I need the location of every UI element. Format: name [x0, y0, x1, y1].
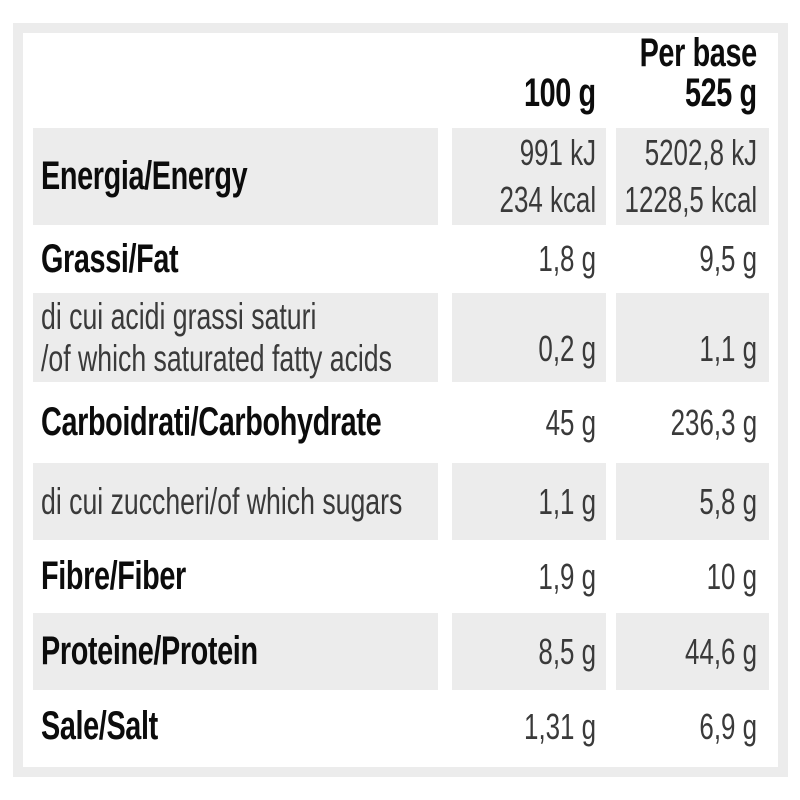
- header-row: 100 g Per base 525 g: [33, 33, 770, 128]
- saturated-fat-100g: 0,2 g: [538, 328, 596, 369]
- value-per-base-cell: 5202,8 kJ 1228,5 kcal: [616, 128, 769, 225]
- protein-100g: 8,5 g: [538, 630, 596, 672]
- row-fat: Grassi/Fat 1,8 g 9,5 g: [33, 225, 770, 293]
- value-per-base-cell: 9,5 g: [616, 225, 769, 293]
- fiber-base: 10 g: [706, 555, 757, 597]
- row-carbohydrate: Carboidrati/Carbohydrate 45 g 236,3 g: [33, 382, 770, 463]
- nutrient-label-cell: Fibre/Fiber: [33, 540, 438, 613]
- row-protein: Proteine/Protein 8,5 g 44,6 g: [33, 613, 770, 690]
- row-energy: Energia/Energy 991 kJ 234 kcal 5202,8 kJ…: [33, 128, 770, 225]
- sugars-base: 5,8 g: [699, 480, 757, 522]
- fat-base: 9,5 g: [699, 238, 757, 279]
- sugars-100g: 1,1 g: [538, 480, 596, 522]
- column-header-525g: 525 g: [685, 71, 757, 115]
- value-100g-cell: 45 g: [452, 382, 606, 463]
- fat-100g: 1,8 g: [538, 238, 596, 279]
- nutrient-label: Proteine/Protein: [41, 629, 258, 673]
- energy-kj-100g: 991 kJ: [519, 132, 596, 174]
- value-per-base-cell: 236,3 g: [616, 382, 769, 463]
- carbohydrate-base: 236,3 g: [670, 401, 757, 443]
- nutrient-label-cell: Grassi/Fat: [33, 225, 438, 293]
- energy-kcal-100g: 234 kcal: [499, 178, 596, 220]
- nutrient-label: Fibre/Fiber: [41, 554, 186, 598]
- nutrient-label-cell: Carboidrati/Carbohydrate: [33, 382, 438, 463]
- nutrient-label-cell: Sale/Salt: [33, 690, 438, 763]
- nutrient-sublabel: di cui zuccheri/of which sugars: [41, 480, 403, 522]
- column-header-100g: 100 g: [524, 71, 596, 115]
- saturated-fat-base: 1,1 g: [699, 328, 757, 369]
- value-100g-cell: 991 kJ 234 kcal: [452, 128, 606, 225]
- nutrient-sublabel-line1: di cui acidi grassi saturi: [41, 295, 317, 337]
- energy-kcal-base: 1228,5 kcal: [624, 178, 757, 220]
- value-100g-cell: 1,8 g: [452, 225, 606, 293]
- carbohydrate-100g: 45 g: [545, 401, 596, 443]
- energy-kj-base: 5202,8 kJ: [644, 132, 757, 174]
- value-per-base-cell: 44,6 g: [616, 613, 769, 690]
- salt-base: 6,9 g: [699, 705, 757, 747]
- value-100g-cell: 0,2 g: [452, 293, 606, 382]
- nutrition-table-frame: 100 g Per base 525 g Energia/Energy 991 …: [13, 23, 788, 777]
- nutrient-sublabel-line2: /of which saturated fatty acids: [41, 337, 392, 379]
- nutrient-label-cell: di cui zuccheri/of which sugars: [33, 463, 438, 540]
- value-100g-cell: 1,31 g: [452, 690, 606, 763]
- header-col-100g: 100 g: [452, 33, 606, 128]
- header-empty-cell: [33, 33, 438, 128]
- column-header-per-base: Per base: [639, 31, 758, 75]
- salt-100g: 1,31 g: [523, 705, 596, 747]
- fiber-100g: 1,9 g: [538, 555, 596, 597]
- nutrient-label-cell: Proteine/Protein: [33, 613, 438, 690]
- nutrient-label: Grassi/Fat: [41, 236, 179, 281]
- nutrient-label-cell: Energia/Energy: [33, 128, 438, 225]
- row-salt: Sale/Salt 1,31 g 6,9 g: [33, 690, 770, 763]
- value-100g-cell: 8,5 g: [452, 613, 606, 690]
- header-col-per-base: Per base 525 g: [616, 33, 769, 128]
- nutrient-label-cell: di cui acidi grassi saturi /of which sat…: [33, 293, 438, 382]
- nutrient-label: Sale/Salt: [41, 704, 158, 748]
- value-per-base-cell: 6,9 g: [616, 690, 769, 763]
- nutrient-label: Energia/Energy: [41, 154, 248, 198]
- value-100g-cell: 1,1 g: [452, 463, 606, 540]
- nutrient-label: Carboidrati/Carbohydrate: [41, 400, 382, 444]
- value-per-base-cell: 10 g: [616, 540, 769, 613]
- protein-base: 44,6 g: [684, 630, 757, 672]
- row-saturated-fat: di cui acidi grassi saturi /of which sat…: [33, 293, 770, 382]
- value-per-base-cell: 5,8 g: [616, 463, 769, 540]
- row-fiber: Fibre/Fiber 1,9 g 10 g: [33, 540, 770, 613]
- value-per-base-cell: 1,1 g: [616, 293, 769, 382]
- row-sugars: di cui zuccheri/of which sugars 1,1 g 5,…: [33, 463, 770, 540]
- value-100g-cell: 1,9 g: [452, 540, 606, 613]
